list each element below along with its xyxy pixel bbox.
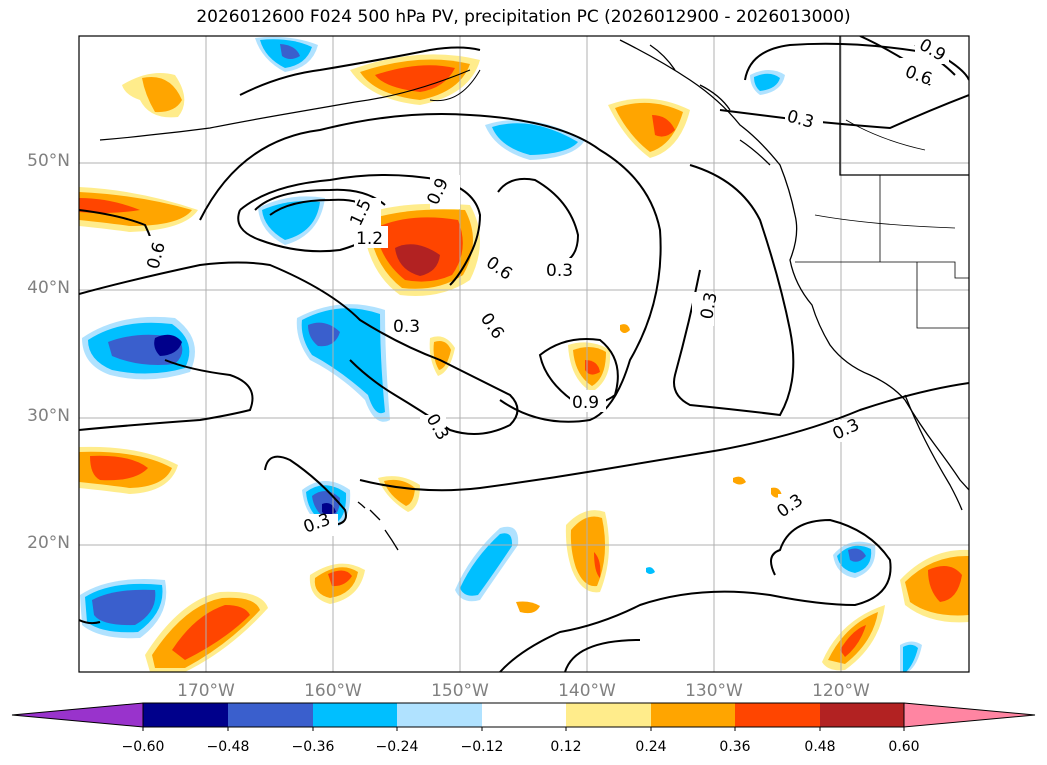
plot-area: 0.3 0.3 0.3 0.3 0.3 0.3 0.3 0.3 0.6 0.6 …: [79, 36, 969, 672]
lat-label-40n: 40°N: [27, 278, 70, 298]
precip-negative-blob: [82, 316, 195, 380]
colorbar-tick-label: 0.48: [804, 739, 836, 755]
colorbar-tick-label: 0.36: [719, 739, 751, 755]
colorbar-segment: [228, 703, 313, 727]
precip-positive-blob: [309, 563, 365, 604]
lon-label-150w: 150°W: [431, 681, 489, 701]
colorbar-tick-label: −0.48: [206, 739, 250, 755]
precip-positive-blob: [608, 98, 690, 158]
contour-label: 0.9: [572, 393, 599, 413]
colorbar-segment: [651, 703, 735, 727]
lon-label-120w: 120°W: [812, 681, 870, 701]
colorbar-tick-label: −0.24: [375, 739, 419, 755]
lon-label-130w: 130°W: [685, 681, 743, 701]
precip-positive-blob: [620, 324, 630, 333]
colorbar-tick-label: 0.12: [550, 739, 582, 755]
colorbar-tick-label: −0.12: [460, 739, 504, 755]
contour-label: 0.3: [546, 261, 573, 281]
contour-label: 1.2: [356, 229, 383, 249]
precip-positive-blob: [362, 203, 480, 296]
precip-negative-blob: [255, 36, 318, 72]
lon-label-140w: 140°W: [558, 681, 616, 701]
precip-negative-blob: [900, 641, 922, 672]
precip-negative-blob: [80, 579, 167, 639]
colorbar-segment: [566, 703, 651, 727]
colorbar-segment: [820, 703, 904, 727]
lat-label-30n: 30°N: [27, 406, 70, 426]
colorbar-tick-label: 0.60: [888, 739, 920, 755]
colorbar-segment: [313, 703, 397, 727]
colorbar-tick-label: −0.60: [121, 739, 165, 755]
map-frame: [78, 35, 970, 673]
precip-positive-blob: [516, 601, 540, 614]
precip-negative-blob: [296, 304, 390, 422]
colorbar: [11, 702, 1036, 731]
precip-negative-blob: [833, 541, 876, 578]
colorbar-tick-label: 0.24: [635, 739, 667, 755]
colorbar-segment: [397, 703, 482, 727]
precip-positive-blob: [122, 72, 185, 118]
lon-label-170w: 170°W: [177, 681, 235, 701]
map-title: 2026012600 F024 500 hPa PV, precipitatio…: [196, 7, 851, 27]
coastlines: [99, 36, 969, 551]
precip-positive-blob: [733, 476, 746, 485]
precip-positive-blob: [79, 187, 198, 232]
colorbar-segment: [143, 703, 228, 727]
precip-positive-blob: [350, 54, 480, 105]
precip-negative-blob: [646, 567, 655, 574]
colorbar-tick-label: −0.36: [291, 739, 335, 755]
precip-positive-blob: [79, 446, 178, 494]
colorbar-extend-low: [11, 702, 144, 728]
colorbar-extend-high: [903, 702, 1036, 728]
contour-labels: 0.3 0.3 0.3 0.3 0.3 0.3 0.3 0.3 0.6 0.6 …: [144, 36, 949, 538]
contour-label: 0.3: [393, 317, 420, 337]
precip-positive-blob: [568, 342, 611, 392]
lon-label-160w: 160°W: [304, 681, 362, 701]
contour-label: 0.3: [697, 291, 721, 321]
precip-shading: [79, 36, 969, 672]
colorbar-segment: [735, 703, 820, 727]
precip-negative-blob: [750, 70, 785, 95]
lat-label-20n: 20°N: [27, 533, 70, 553]
lat-label-50n: 50°N: [27, 151, 70, 171]
colorbar-segment: [482, 703, 566, 727]
precip-positive-blob: [900, 549, 969, 623]
